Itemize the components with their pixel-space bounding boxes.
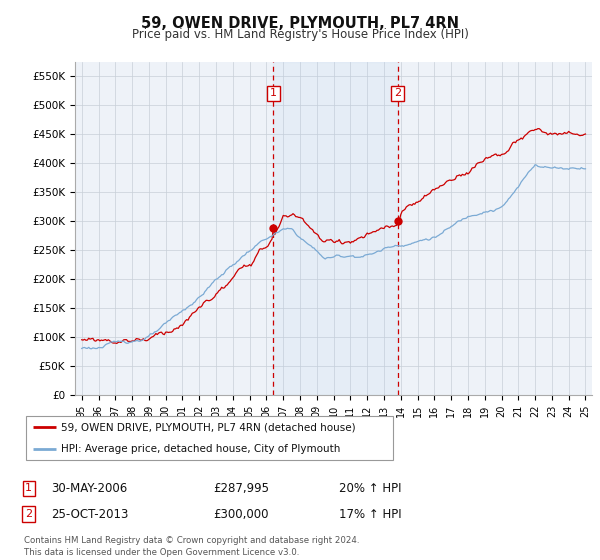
Text: 25-OCT-2013: 25-OCT-2013 xyxy=(51,507,128,521)
Text: HPI: Average price, detached house, City of Plymouth: HPI: Average price, detached house, City… xyxy=(61,444,341,454)
Text: 1: 1 xyxy=(270,88,277,99)
Text: 2: 2 xyxy=(25,509,32,519)
Text: 30-MAY-2006: 30-MAY-2006 xyxy=(51,482,127,495)
Text: £287,995: £287,995 xyxy=(213,482,269,495)
Text: 59, OWEN DRIVE, PLYMOUTH, PL7 4RN: 59, OWEN DRIVE, PLYMOUTH, PL7 4RN xyxy=(141,16,459,31)
Text: 1: 1 xyxy=(25,483,32,493)
Text: 2: 2 xyxy=(394,88,401,99)
FancyBboxPatch shape xyxy=(26,416,394,460)
Bar xyxy=(274,62,398,395)
Text: Contains HM Land Registry data © Crown copyright and database right 2024.
This d: Contains HM Land Registry data © Crown c… xyxy=(24,536,359,557)
Text: 17% ↑ HPI: 17% ↑ HPI xyxy=(339,507,401,521)
Text: Price paid vs. HM Land Registry's House Price Index (HPI): Price paid vs. HM Land Registry's House … xyxy=(131,28,469,41)
Text: £300,000: £300,000 xyxy=(213,507,269,521)
Text: 59, OWEN DRIVE, PLYMOUTH, PL7 4RN (detached house): 59, OWEN DRIVE, PLYMOUTH, PL7 4RN (detac… xyxy=(61,422,356,432)
Text: 20% ↑ HPI: 20% ↑ HPI xyxy=(339,482,401,495)
